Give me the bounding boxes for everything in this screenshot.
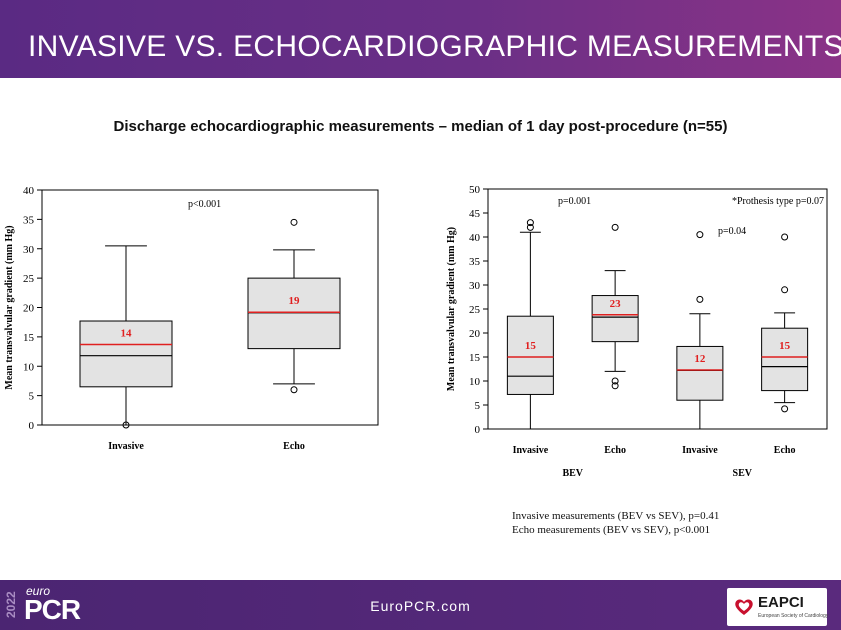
outlier-point [781, 405, 789, 413]
y-tick-label: 15 [469, 352, 481, 364]
y-tick-label: 20 [23, 303, 35, 315]
mean-label: 19 [289, 295, 301, 307]
outlier-point [611, 223, 619, 231]
box-iqr [506, 315, 554, 395]
y-tick-label: 30 [23, 244, 35, 256]
y-tick-label: 25 [469, 304, 481, 316]
eapci-logo: EAPCI European Society of Cardiology [727, 588, 829, 626]
y-tick-label: 45 [469, 208, 481, 220]
box-iqr [761, 327, 809, 392]
note-invasive: Invasive measurements (BEV vs SEV), p=0.… [512, 510, 720, 522]
x-category-label: Echo [774, 445, 796, 456]
y-tick-label: 40 [23, 185, 35, 197]
y-tick-label: 5 [475, 400, 481, 412]
heart-icon [735, 599, 753, 615]
right-boxplot-chart: 0 5 10 15 20 25 30 35 40 45 50 Mean transvalvular g… [446, 184, 828, 479]
y-axis-label: Mean transvalvular gradient (mm Hg) [4, 225, 15, 389]
x-category-label: Echo [604, 445, 626, 456]
mean-label: 12 [694, 353, 706, 365]
outlier-point [611, 382, 619, 390]
y-axis-label: Mean transvalvular gradient (mm Hg) [446, 227, 457, 391]
outlier-point [696, 295, 704, 303]
outlier-point [526, 219, 534, 227]
statistics-notes: Invasive measurements (BEV vs SEV), p=0.… [512, 509, 719, 537]
footer-brand-logo: PCR [24, 594, 81, 625]
y-tick-label: 35 [469, 256, 481, 268]
outlier-point [290, 218, 298, 226]
outlier-point [611, 377, 619, 385]
mean-label: 14 [121, 328, 133, 340]
y-tick-label: 35 [23, 214, 35, 226]
box-iqr [79, 320, 173, 388]
outlier-point [781, 233, 789, 241]
mean-label: 15 [525, 340, 537, 352]
y-tick-label: 30 [469, 280, 481, 292]
page-title: INVASIVE VS. ECHOCARDIOGRAPHIC MEASUREME… [28, 30, 841, 63]
x-category-label: Invasive [513, 445, 549, 456]
outlier-point [290, 386, 298, 394]
mean-label: 15 [779, 340, 791, 352]
eapci-logo-text: EAPCI [758, 594, 804, 611]
x-category-label: Invasive [108, 441, 144, 452]
annotation-text: p=0.001 [558, 196, 591, 207]
eapci-logo-subtext: European Society of Cardiology [758, 613, 829, 619]
box-iqr [676, 345, 724, 401]
x-category-label: Echo [283, 441, 305, 452]
left-boxplot-chart: 0 5 10 15 20 25 30 35 40 Mean transvalvular gradi… [4, 185, 379, 452]
y-tick-label: 10 [469, 376, 481, 388]
outlier-point [696, 231, 704, 239]
y-tick-label: 5 [29, 391, 35, 403]
mean-label: 23 [610, 298, 622, 310]
y-tick-label: 40 [469, 232, 481, 244]
y-tick-label: 50 [469, 184, 481, 196]
annotation-text: p=0.04 [718, 226, 746, 237]
note-echo: Echo measurements (BEV vs SEV), p<0.001 [512, 524, 711, 536]
y-tick-label: 0 [29, 420, 35, 432]
annotation-text: *Prothesis type p=0.07 [732, 196, 824, 207]
box-iqr [591, 295, 639, 343]
outlier-point [122, 421, 130, 429]
footer-bar: 2022 euro PCR EuroPCR.com EAPCI European… [0, 580, 841, 630]
x-group-label: SEV [733, 468, 753, 479]
slide-subtitle: Discharge echocardiographic measurements… [113, 118, 728, 135]
y-tick-label: 10 [23, 361, 35, 373]
y-tick-label: 20 [469, 328, 481, 340]
header-bar: INVASIVE VS. ECHOCARDIOGRAPHIC MEASUREME… [0, 0, 841, 78]
x-group-label: BEV [562, 468, 583, 479]
annotation-text: p<0.001 [188, 199, 221, 210]
y-tick-label: 0 [475, 424, 481, 436]
outlier-point [781, 286, 789, 294]
y-tick-label: 25 [23, 273, 35, 285]
footer-brand-small: euro [26, 584, 51, 598]
outlier-point [526, 223, 534, 231]
footer-url[interactable]: EuroPCR.com [370, 598, 471, 614]
y-tick-label: 15 [23, 332, 35, 344]
x-category-label: Invasive [682, 445, 718, 456]
